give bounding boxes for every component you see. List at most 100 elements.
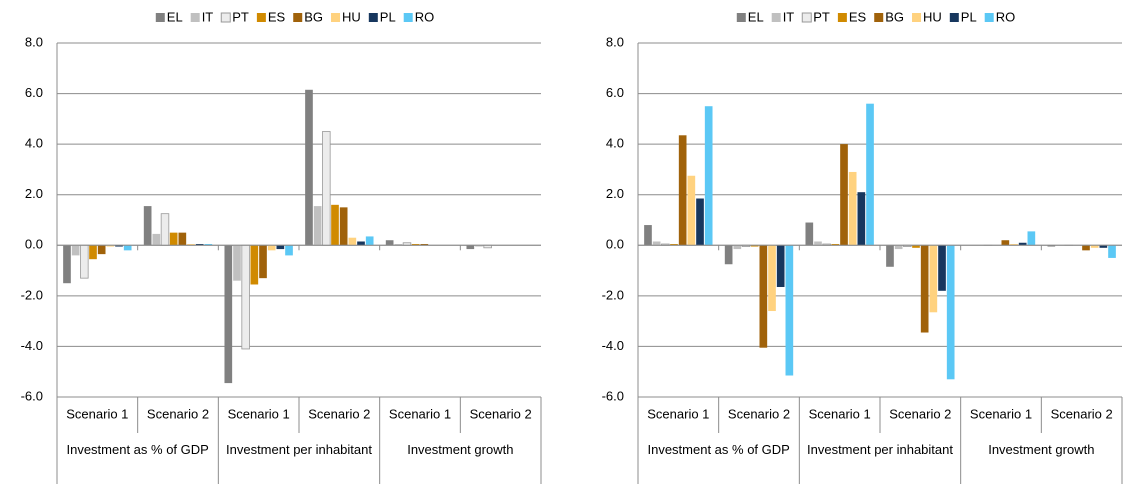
legend-swatch — [771, 13, 781, 22]
y-tick-label: 6.0 — [25, 85, 43, 100]
y-tick-label: -6.0 — [602, 388, 624, 403]
group-label: Investment growth — [988, 442, 1095, 457]
legend-swatch — [190, 13, 200, 22]
bar — [411, 244, 420, 246]
legend-label: PL — [380, 9, 396, 24]
legend-label: PT — [813, 9, 830, 24]
y-tick-label: -6.0 — [21, 388, 43, 403]
legend-label: PT — [232, 9, 249, 24]
y-tick-label: -4.0 — [602, 338, 624, 353]
bar — [946, 245, 955, 380]
x-tick-label: Scenario 1 — [389, 406, 451, 421]
x-tick-label: Scenario 2 — [728, 406, 790, 421]
group-label-box: Investment per inhabitant — [807, 442, 953, 457]
bar — [1018, 242, 1027, 246]
bar — [348, 237, 357, 246]
bar — [759, 245, 768, 348]
legend: EL IT PT ES BG HU PL RO — [155, 9, 434, 24]
x-tick-label: Scenario 2 — [470, 406, 532, 421]
bar — [339, 207, 348, 246]
bar — [733, 245, 742, 250]
bar — [1001, 240, 1010, 246]
x-tick-label: Scenario 1 — [970, 406, 1032, 421]
x-tick-label: Scenario 2 — [308, 406, 370, 421]
legend-swatch — [256, 13, 266, 22]
bar — [63, 245, 71, 284]
legend-swatch — [220, 12, 231, 23]
bar — [704, 106, 713, 246]
bar — [644, 225, 652, 246]
legend-swatch — [874, 13, 884, 22]
legend-label: BG — [885, 9, 904, 24]
group-label: Investment as % of GDP — [647, 442, 790, 457]
bar — [71, 245, 80, 256]
bar — [97, 245, 106, 255]
bar — [912, 245, 920, 248]
bar — [285, 245, 293, 256]
group-label-box: Investment growth — [988, 442, 1095, 457]
bar — [1090, 245, 1099, 248]
bar — [276, 245, 285, 250]
bar — [1027, 231, 1036, 246]
x-tick-label: Scenario 1 — [809, 406, 871, 421]
y-tick-label: 0.0 — [25, 237, 43, 252]
bar — [394, 244, 403, 246]
bar — [204, 244, 213, 246]
legend-label: IT — [202, 9, 214, 24]
bar — [938, 245, 946, 291]
legend-swatch — [293, 13, 303, 22]
group-label: Investment as % of GDP — [66, 442, 209, 457]
bar — [475, 245, 483, 247]
bar — [1047, 245, 1056, 247]
legend-swatch — [912, 13, 922, 22]
bar — [776, 245, 785, 288]
bar — [357, 241, 365, 246]
y-tick-label: -2.0 — [21, 287, 43, 302]
bar — [466, 245, 475, 250]
bar — [866, 103, 874, 246]
bar — [805, 222, 814, 246]
bar — [848, 171, 857, 246]
y-tick-label: 4.0 — [25, 136, 43, 151]
legend-label: RO — [996, 9, 1016, 24]
bar — [724, 245, 733, 265]
y-tick-label: -4.0 — [21, 338, 43, 353]
legend-label: BG — [304, 9, 323, 24]
y-tick-label: 4.0 — [606, 136, 624, 151]
group-label-box: Investment as % of GDP — [66, 442, 209, 457]
y-tick-label: 2.0 — [606, 186, 624, 201]
bar — [840, 144, 848, 246]
legend-swatch — [331, 13, 341, 22]
bar — [687, 175, 696, 246]
bar — [920, 245, 929, 333]
bar — [365, 236, 374, 246]
legend-swatch — [403, 13, 413, 22]
bar — [1082, 245, 1090, 251]
bar — [187, 244, 195, 246]
x-tick-label: Scenario 1 — [66, 406, 128, 421]
legend-label: HU — [342, 9, 361, 24]
bar — [678, 135, 687, 246]
legend-label: ES — [268, 9, 286, 24]
bar — [106, 245, 115, 247]
bar — [696, 198, 704, 246]
legend-label: ES — [849, 9, 867, 24]
bar — [857, 192, 866, 246]
x-tick-label: Scenario 2 — [147, 406, 209, 421]
bar — [250, 245, 259, 285]
x-tick-label: Scenario 2 — [889, 406, 951, 421]
bar — [267, 245, 276, 251]
x-tick-label: Scenario 2 — [1051, 406, 1113, 421]
bar — [1108, 245, 1116, 258]
bar — [169, 232, 178, 246]
legend-swatch — [837, 13, 847, 22]
bar — [241, 244, 250, 350]
bar — [80, 244, 89, 279]
bar — [670, 244, 678, 246]
group-label-box: Investment growth — [407, 442, 513, 457]
bar — [89, 245, 97, 260]
bar — [224, 245, 233, 384]
bar — [152, 233, 161, 246]
y-tick-label: 6.0 — [606, 85, 624, 100]
